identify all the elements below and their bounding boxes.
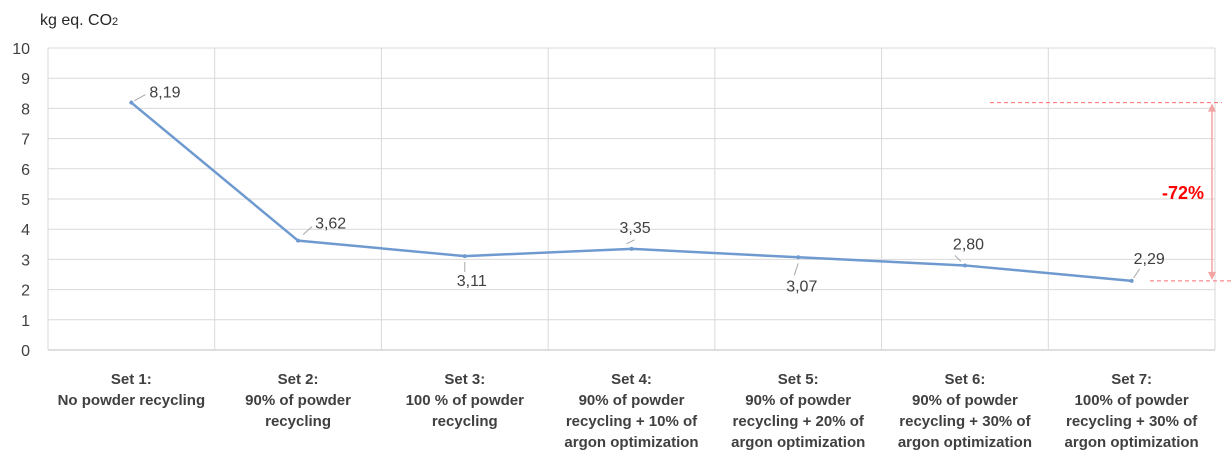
y-tick-label: 5 <box>21 192 30 209</box>
data-point <box>1129 278 1134 283</box>
category-label: Set 3: 100 % of powder recycling <box>406 371 525 430</box>
data-point <box>629 246 634 251</box>
data-point <box>796 255 801 260</box>
y-tick-label: 8 <box>21 101 30 118</box>
data-label: 3,07 <box>786 278 817 295</box>
data-label: 3,35 <box>620 220 651 237</box>
data-label: 3,62 <box>315 216 346 233</box>
data-label: 3,11 <box>457 273 487 290</box>
series-line-group <box>129 100 1134 283</box>
y-tick-label: 4 <box>21 222 30 239</box>
category-label: Set 2: 90% of powder recycling <box>245 371 351 430</box>
reduction-annotation: -72% <box>990 102 1231 282</box>
data-point <box>462 254 467 259</box>
y-tick-label: 1 <box>21 313 30 330</box>
data-label-leader <box>302 226 313 236</box>
data-label: 2,80 <box>953 236 984 253</box>
category-label: Set 4: 90% of powder recycling + 10% of arg… <box>564 371 698 451</box>
category-label: Set 1: No powder recycling <box>58 371 206 409</box>
data-label-leader <box>626 239 635 245</box>
series-line <box>130 101 1132 283</box>
data-label-leader <box>1133 268 1141 279</box>
annotation-arrow-head-down <box>1208 271 1216 280</box>
data-labels: 8,19 3,62 3,11 3,35 3,07 2,80 2,29 <box>134 85 1165 295</box>
data-label: 8,19 <box>149 85 180 102</box>
data-label-leader <box>954 255 962 262</box>
data-label-leader <box>793 263 799 276</box>
data-point <box>962 263 967 268</box>
y-tick-label: 0 <box>21 343 30 360</box>
y-axis-label: kg eq. CO2 <box>40 12 118 29</box>
y-tick-label: 10 <box>12 41 30 58</box>
y-tick-label: 6 <box>21 162 30 179</box>
y-tick-label: 9 <box>21 71 30 88</box>
data-point <box>296 238 301 243</box>
category-label: Set 6: 90% of powder recycling + 30% of arg… <box>898 371 1032 451</box>
y-tick-label: 3 <box>21 252 30 269</box>
data-point <box>129 100 134 105</box>
data-label: 2,29 <box>1134 251 1165 268</box>
grid <box>47 47 1216 351</box>
annotation-label: -72% <box>1162 183 1204 203</box>
category-label: Set 7: 100% of powder recycling + 30% of ar… <box>1065 371 1199 451</box>
y-axis-ticks: 0 1 2 3 4 5 6 7 8 9 10 <box>12 41 30 360</box>
y-tick-label: 7 <box>21 132 30 149</box>
data-label-leader <box>134 94 146 102</box>
annotation-arrow-head-up <box>1208 103 1216 112</box>
x-axis-categories: Set 1: No powder recycling Set 2: 90% of po… <box>58 371 1199 451</box>
y-tick-label: 2 <box>21 283 30 300</box>
category-label: Set 5: 90% of powder recycling + 20% of arg… <box>731 371 865 451</box>
